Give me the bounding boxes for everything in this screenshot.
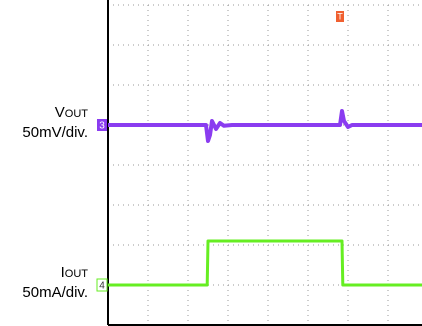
channel-scale: 50mV/div.: [22, 124, 88, 141]
trace: [108, 109, 422, 143]
channel-scale: 50mA/div.: [22, 284, 88, 301]
trace: [108, 239, 422, 287]
channel-marker: 3: [99, 121, 105, 132]
channel-name: Iout: [61, 264, 89, 281]
trigger-box: [336, 11, 344, 22]
channel-name: Vout: [55, 104, 89, 121]
channel-marker-box: [96, 278, 108, 292]
trigger-marker: T: [337, 11, 343, 21]
channel-marker-box: [97, 119, 107, 131]
channel-marker: 4: [99, 281, 105, 292]
